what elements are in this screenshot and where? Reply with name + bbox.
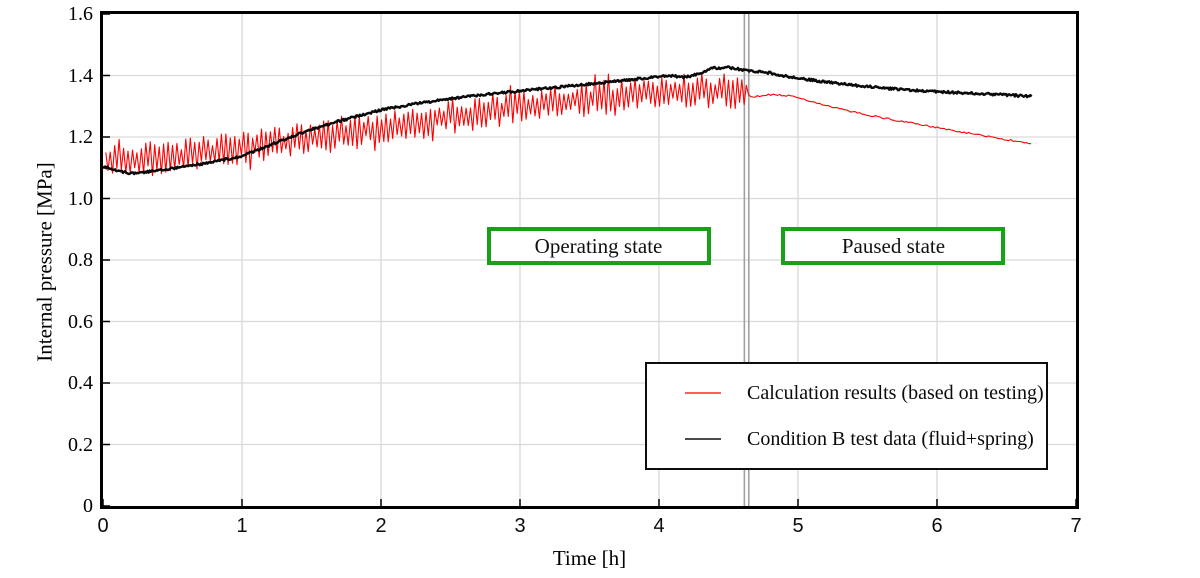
- y-tick-label: 0.4: [68, 372, 93, 394]
- x-axis-title: Time [h]: [552, 546, 627, 570]
- y-tick-label: 0: [83, 495, 93, 517]
- x-tick-label: 4: [653, 515, 665, 537]
- y-tick-label: 1.4: [68, 64, 93, 87]
- x-tick-label: 2: [375, 515, 387, 537]
- y-tick-label: 0.8: [68, 249, 93, 271]
- y-tick-label: 1.0: [68, 187, 93, 210]
- operating-state-label-box: Operating state: [486, 227, 711, 266]
- x-tick-label: 7: [1070, 515, 1082, 537]
- x-tick-label: 5: [792, 515, 804, 537]
- x-tick-label: 3: [514, 515, 526, 537]
- legend-label-condition-b: Condition B test data (fluid+spring): [747, 427, 1034, 450]
- black-line-swatch-icon: [685, 438, 721, 440]
- legend-item-condition-b: Condition B test data (fluid+spring): [647, 428, 1046, 451]
- x-tick-label: 6: [931, 515, 943, 537]
- plot-border: [100, 11, 1079, 509]
- y-tick-label: 1.6: [68, 3, 93, 25]
- legend-label-calculation: Calculation results (based on testing): [747, 381, 1044, 404]
- y-tick-label: 1.2: [68, 126, 93, 148]
- y-tick-label: 0.2: [68, 433, 93, 456]
- y-tick-label: 0.6: [68, 310, 93, 333]
- x-tick-label: 0: [97, 515, 109, 537]
- x-tick-label: 1: [236, 515, 248, 537]
- chart-legend: Calculation results (based on testing) C…: [645, 362, 1048, 470]
- legend-item-calculation: Calculation results (based on testing): [647, 382, 1046, 405]
- red-line-swatch-icon: [685, 392, 721, 394]
- series-line-condition-b: [102, 65, 1033, 176]
- paused-state-label-box: Paused state: [781, 227, 1006, 266]
